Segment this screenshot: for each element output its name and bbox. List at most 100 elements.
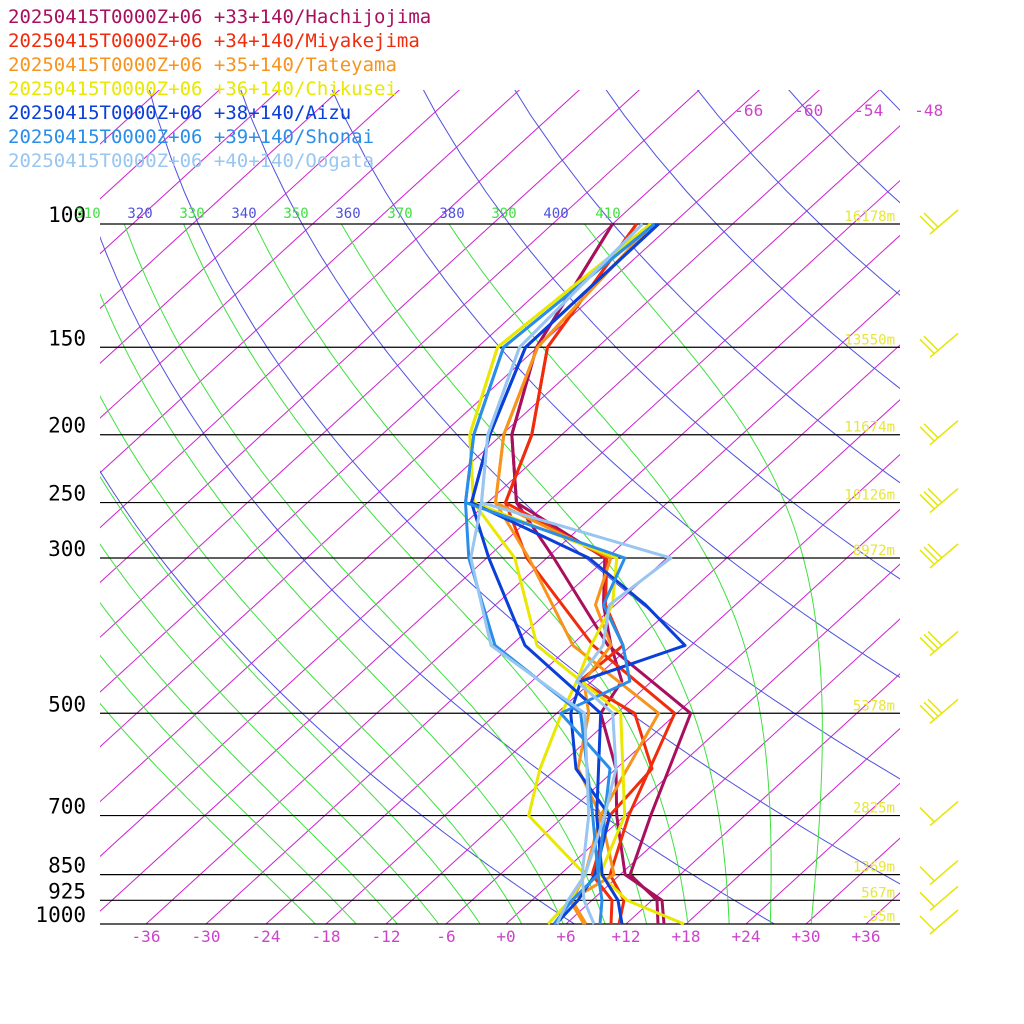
moist-adiabat-line <box>100 602 398 924</box>
isotherm-line <box>100 90 880 803</box>
pressure-label: 150 <box>48 326 86 350</box>
dry-adiabat-line <box>949 69 1024 939</box>
moist-adiabat-line <box>340 223 730 924</box>
legend-entry: 20250415T0000Z+06 +36+140/Chikusei <box>8 78 397 100</box>
wind-barb <box>929 860 959 886</box>
dry-adiabat-line <box>788 90 900 204</box>
height-label: 10126m <box>844 488 895 504</box>
wind-barb-flag <box>927 488 943 504</box>
isotherm-lines <box>0 13 900 924</box>
moist-adiabat-line <box>100 702 317 924</box>
theta-label: 410 <box>595 206 620 222</box>
isotherm-line <box>100 90 520 474</box>
temperature-tick-label: +24 <box>732 927 761 946</box>
height-label: 1369m <box>853 860 895 876</box>
pressure-label: 850 <box>48 854 86 878</box>
upper-temperature-labels: -66 -60 -54 -48 <box>734 101 943 120</box>
wind-barb <box>929 332 959 358</box>
pressure-label: 100 <box>48 203 86 227</box>
upper-temperature-label: -66 <box>734 101 763 120</box>
wind-barb-flag <box>923 423 939 439</box>
wind-barb-flag <box>923 701 939 717</box>
upper-temperature-label: -54 <box>854 101 883 120</box>
temperature-line <box>470 222 660 925</box>
wind-barb-flag <box>923 633 939 649</box>
theta-label: 330 <box>179 206 204 222</box>
moist-adiabat-line <box>100 543 440 924</box>
theta-label: 400 <box>543 206 568 222</box>
isotherm-line <box>100 90 580 529</box>
temperature-tick-label: +12 <box>612 927 641 946</box>
moist-adiabat-line <box>584 223 823 924</box>
moist-adiabat-line <box>100 292 564 924</box>
legend-entry: 20250415T0000Z+06 +38+140/Aizu <box>8 102 352 124</box>
height-label: 567m <box>861 885 895 901</box>
wind-barb-flag <box>919 704 935 720</box>
isotherm-line <box>265 344 900 924</box>
height-label: 5378m <box>853 698 895 714</box>
wind-barbs <box>919 209 959 935</box>
upper-temperature-label: -60 <box>794 101 823 120</box>
dry-adiabat-line <box>100 235 776 924</box>
moist-adiabat-line <box>183 223 648 924</box>
theta-label: 380 <box>439 206 464 222</box>
pressure-label: 700 <box>48 795 86 819</box>
wind-barb-flag <box>923 212 939 228</box>
theta-label: 350 <box>283 206 308 222</box>
wind-barb <box>929 909 959 935</box>
dry-adiabat-line <box>514 90 900 484</box>
isotherm-line <box>625 673 900 924</box>
wind-barb <box>929 885 959 911</box>
wind-barb <box>929 800 959 827</box>
isotherm-line <box>385 453 900 924</box>
theta-label: 340 <box>231 206 256 222</box>
isotherm-line <box>100 90 760 693</box>
wind-barb-flag <box>919 915 935 931</box>
theta-label: 310 <box>75 206 100 222</box>
isotherm-line <box>0 13 3 924</box>
height-label: -55m <box>861 909 895 925</box>
dewpoint-line <box>480 222 673 925</box>
isotherm-line <box>100 90 220 200</box>
isotherm-line <box>505 563 900 924</box>
pressure-label: 300 <box>48 537 86 561</box>
temperature-tick-label: -18 <box>312 927 341 946</box>
wind-barb <box>929 420 959 446</box>
isotherm-line <box>445 508 900 924</box>
isotherm-line <box>100 90 820 748</box>
dry-adiabat-line <box>605 90 900 390</box>
moist-adiabat-line <box>100 654 357 924</box>
theta-label: 360 <box>335 206 360 222</box>
dry-adiabat-line <box>148 90 900 885</box>
height-label: 2825m <box>853 801 895 817</box>
theta-label: 390 <box>491 206 516 222</box>
legend-entry: 20250415T0000Z+06 +39+140/Shonai <box>8 126 375 148</box>
theta-label: 370 <box>387 206 412 222</box>
wind-barb-flag <box>919 338 935 354</box>
wind-barb-flag <box>919 807 935 823</box>
wind-barb-flag <box>927 543 943 559</box>
temperature-tick-label: -24 <box>252 927 281 946</box>
isotherm-line <box>100 90 280 255</box>
temperature-tick-label: -6 <box>436 927 455 946</box>
isotherm-line <box>865 892 900 924</box>
moist-adiabat-line <box>448 223 772 924</box>
legend-entry: 20250415T0000Z+06 +34+140/Miyakejima <box>8 30 420 52</box>
wind-barb-flag <box>919 215 935 231</box>
wind-barb-flag <box>923 546 939 562</box>
isotherm-line <box>100 90 460 419</box>
isotherm-line <box>145 234 900 924</box>
temperature-tick-label: +30 <box>792 927 821 946</box>
temperature-tick-label: +6 <box>556 927 575 946</box>
wind-barb <box>929 543 959 569</box>
temperature-tick-label: -36 <box>132 927 161 946</box>
isobar-lines <box>100 223 900 925</box>
moist-adiabat-line <box>100 475 481 924</box>
wind-barb-flag <box>919 426 935 442</box>
dry-adiabat-line <box>331 90 900 679</box>
wind-barb-flag <box>923 491 939 507</box>
isotherm-line <box>685 727 900 924</box>
pressure-label: 200 <box>48 414 86 438</box>
